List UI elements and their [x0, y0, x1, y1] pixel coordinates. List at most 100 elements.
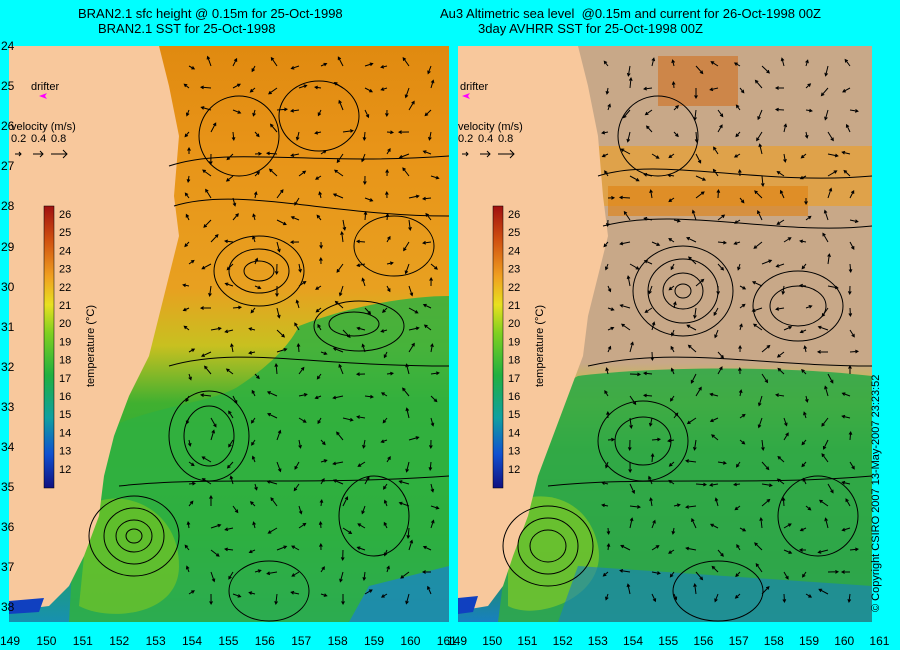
velocity-arrow	[224, 547, 234, 552]
velocity-arrow	[182, 307, 190, 312]
velocity-arrow	[228, 439, 234, 448]
velocity-arrow	[210, 233, 219, 243]
velocity-arrow	[320, 566, 325, 573]
velocity-arrow	[738, 344, 742, 353]
velocity-arrow	[254, 171, 261, 177]
velocity-arrow	[231, 131, 236, 141]
velocity-arrow	[753, 241, 763, 249]
velocity-arrow	[383, 521, 388, 529]
velocity-arrow	[422, 150, 432, 155]
velocity-arrow	[644, 307, 653, 313]
velocity-arrow	[252, 521, 256, 529]
velocity-arrow	[430, 505, 440, 510]
velocity-arrow	[185, 417, 190, 425]
velocity-arrow	[319, 241, 323, 250]
temp-tick-17: 17	[508, 373, 520, 385]
velocity-arrow	[847, 593, 852, 603]
lon-label-155: 155	[218, 634, 239, 648]
velocity-arrow	[691, 209, 697, 221]
velocity-arrow	[626, 583, 631, 595]
velocity-arrow	[317, 417, 322, 425]
velocity-arrow	[251, 389, 256, 397]
velocity-arrow	[408, 219, 412, 231]
velocity-arrow	[739, 527, 747, 532]
velocity-arrow	[629, 341, 634, 353]
velocity-arrow	[232, 57, 238, 67]
velocity-arrow	[386, 456, 391, 463]
velocity-arrow	[693, 583, 697, 595]
velocity-arrow	[334, 300, 344, 309]
temp-tick-21: 21	[508, 300, 520, 312]
velocity-arrow	[751, 307, 763, 313]
velocity-arrow	[690, 373, 697, 384]
copyright-text: © Copyright CSIRO 2007 13-May-2007 23:23…	[870, 374, 882, 612]
velocity-arrow	[775, 263, 785, 268]
velocity-arrow	[781, 285, 786, 295]
velocity-arrow	[226, 153, 234, 161]
velocity-arrow	[761, 259, 773, 265]
velocity-arrow	[430, 371, 440, 376]
velocity-arrow	[276, 545, 288, 551]
temp-tick-16: 16	[59, 391, 71, 403]
velocity-arrow	[821, 453, 829, 463]
velocity-arrow	[232, 395, 238, 405]
velocity-arrow	[314, 130, 322, 135]
velocity-arrow	[250, 307, 256, 314]
velocity-arrow	[386, 371, 394, 376]
velocity-arrow	[430, 79, 435, 89]
velocity-arrow	[847, 285, 852, 296]
velocity-arrow	[430, 263, 438, 270]
lat-label-36: 36	[1, 520, 15, 535]
velocity-arrow	[402, 387, 410, 397]
velocity-arrow	[317, 323, 322, 331]
velocity-arrow	[693, 109, 697, 121]
velocity-arrow	[226, 461, 234, 469]
velocity-arrow	[356, 263, 366, 268]
velocity-arrow	[651, 241, 661, 246]
velocity-arrow	[340, 231, 344, 243]
velocity-arrow	[602, 571, 609, 577]
velocity-arrow	[430, 175, 440, 180]
temp-tick-24: 24	[59, 245, 71, 257]
velocity-arrow	[205, 188, 212, 199]
velocity-arrow	[849, 109, 859, 113]
velocity-arrow	[210, 549, 220, 557]
velocity-arrow	[248, 591, 256, 595]
velocity-arrow	[188, 259, 195, 265]
velocity-arrow	[823, 209, 829, 221]
velocity-arrow	[254, 257, 259, 265]
velocity-arrow	[841, 480, 851, 485]
velocity-arrow	[607, 103, 611, 111]
velocity-arrow	[629, 175, 640, 182]
velocity-arrow	[408, 194, 420, 199]
velocity-arrow	[249, 501, 256, 507]
velocity-arrow	[252, 109, 256, 117]
velocity-arrow	[801, 263, 807, 270]
velocity-arrow	[184, 241, 190, 248]
velocity-arrow	[686, 237, 697, 243]
velocity-arrow	[298, 84, 308, 89]
right-title-line1: Au3 Altimetric sea level @0.15m and curr…	[440, 6, 821, 21]
velocity-arrow	[380, 87, 388, 91]
velocity-arrow	[667, 438, 675, 443]
velocity-arrow	[629, 395, 637, 406]
velocity-arrow	[669, 395, 675, 402]
velocity-arrows-right	[601, 57, 860, 604]
velocity-arrow	[801, 368, 807, 375]
velocity-arrow	[849, 329, 855, 338]
lat-label-25: 25	[1, 79, 15, 94]
velocity-arrow	[798, 283, 807, 288]
velocity-arrow	[716, 285, 721, 296]
velocity-arrow	[777, 367, 785, 375]
velocity-arrow	[276, 347, 288, 353]
velocity-arrow	[601, 153, 609, 158]
velocity-arrow	[668, 197, 675, 203]
velocity-arrow	[761, 439, 765, 451]
velocity-arrow	[336, 431, 344, 441]
velocity-arrow	[607, 307, 615, 311]
velocity-arrow	[643, 216, 653, 221]
velocity-arrow	[386, 130, 395, 135]
velocity-arrow	[184, 544, 190, 551]
velocity-arrow	[248, 549, 256, 554]
velocity-arrow	[341, 593, 345, 606]
